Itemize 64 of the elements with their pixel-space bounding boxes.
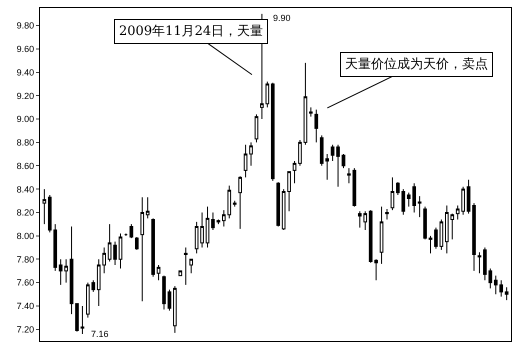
candlestick (184, 247, 188, 286)
candlestick (48, 194, 52, 233)
candlestick (374, 258, 378, 281)
candlestick (232, 200, 237, 208)
candlestick (134, 236, 139, 250)
y-tick-label: 7.20 (16, 324, 34, 334)
candlestick (444, 204, 449, 254)
annotation: 2009年11月24日，天量 (119, 24, 264, 39)
candlestick (91, 280, 96, 292)
candlestick (124, 233, 128, 236)
candlestick (488, 268, 492, 289)
candlestick (42, 188, 46, 225)
candlestick (380, 206, 384, 264)
candlestick (86, 282, 90, 318)
candlestick (102, 247, 106, 274)
candlestick (189, 258, 194, 274)
candlestick (53, 224, 58, 272)
candlestick (146, 196, 150, 219)
candlestick (140, 196, 144, 302)
y-tick-label: 9.40 (16, 67, 34, 78)
candlestick (222, 210, 226, 227)
candlestick (406, 192, 411, 208)
candlestick (412, 182, 416, 213)
candlestick (363, 210, 368, 230)
candlestick (266, 81, 270, 108)
y-tick-label: 9.60 (16, 44, 34, 54)
candlestick (130, 224, 134, 239)
candlestick (96, 258, 101, 306)
candlestick (418, 196, 422, 218)
candlestick (238, 176, 242, 230)
candlestick (401, 188, 406, 216)
y-tick-label: 7.60 (16, 278, 34, 288)
y-tick-label: 8.80 (16, 138, 34, 148)
candlestick (282, 188, 286, 230)
candlestick (287, 171, 291, 212)
candlestick (385, 208, 389, 220)
candlestick (178, 270, 182, 276)
y-tick-label: 8.00 (16, 230, 34, 241)
y-tick-label: 9.80 (16, 20, 34, 31)
annotation: 9.90 (273, 13, 291, 23)
y-tick-label: 8.60 (16, 160, 34, 171)
y-tick-label: 8.40 (16, 184, 34, 194)
candlestick (450, 213, 454, 240)
candlestick (368, 210, 373, 264)
candlestick (58, 258, 62, 286)
candlestick (325, 154, 329, 180)
candlestick (358, 210, 362, 228)
y-tick-label: 7.40 (16, 301, 34, 312)
candlestick (270, 82, 275, 182)
candlestick (227, 185, 232, 219)
candlestick (494, 275, 498, 295)
candlestick (320, 134, 324, 166)
candlestick (499, 280, 504, 298)
y-tick-label: 9.00 (16, 114, 34, 124)
candlestick (456, 204, 460, 220)
candlestick (314, 109, 318, 143)
annotation: 天量价位成为天价，卖点 (345, 57, 488, 72)
candlestick (276, 182, 280, 227)
candlestick (504, 286, 508, 301)
candlestick (254, 114, 258, 143)
y-tick-label: 8.20 (16, 208, 34, 218)
annotation: 7.16 (91, 329, 109, 339)
y-tick-label: 9.20 (16, 90, 34, 101)
y-tick-label: 7.80 (16, 254, 34, 264)
